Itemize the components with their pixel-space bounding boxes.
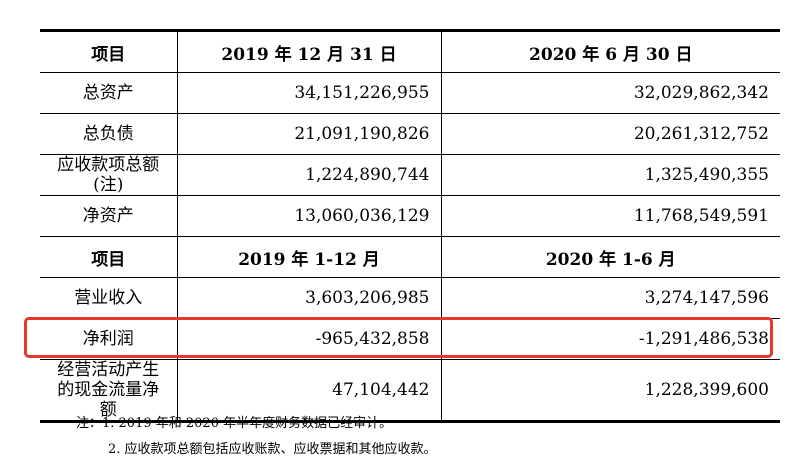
row-label-total-assets: 总资产 xyxy=(40,72,178,114)
value-cell: 11,768,549,591 xyxy=(440,195,780,237)
financial-summary-table: 项目 2019 年 12 月 31 日 2020 年 6 月 30 日 总资产 … xyxy=(40,29,780,423)
table-row: 总资产 34,151,226,955 32,029,862,342 xyxy=(40,72,780,114)
row-label-net-profit: 净利润 xyxy=(40,318,178,360)
row-label-net-assets: 净资产 xyxy=(40,195,178,237)
row-label-receivables: 应收款项总额(注) xyxy=(40,154,178,196)
table-header-row: 项目 2019 年 12 月 31 日 2020 年 6 月 30 日 xyxy=(40,29,780,73)
header-item: 项目 xyxy=(40,29,178,73)
value-cell: 3,603,206,985 xyxy=(176,277,442,319)
table-row: 应收款项总额(注) 1,224,890,744 1,325,490,355 xyxy=(40,154,780,196)
header-2020-half-year: 2020 年 1-6 月 xyxy=(440,236,780,278)
table-row: 净资产 13,060,036,129 11,768,549,591 xyxy=(40,195,780,237)
row-label-operating-cash-flow: 经营活动产生的现金流量净额 xyxy=(40,359,178,423)
value-cell: 32,029,862,342 xyxy=(440,72,780,114)
row-label-revenue: 营业收入 xyxy=(40,277,178,319)
value-cell: 47,104,442 xyxy=(176,359,442,423)
value-cell: 21,091,190,826 xyxy=(176,113,442,155)
value-cell: -965,432,858 xyxy=(176,318,442,360)
header-2020-mid: 2020 年 6 月 30 日 xyxy=(440,29,780,73)
table-subheader-row: 项目 2019 年 1-12 月 2020 年 1-6 月 xyxy=(40,236,780,278)
header-item: 项目 xyxy=(40,236,178,278)
footnote-1: 注：1. 2019 年和 2020 年半年度财务数据已经审计。 xyxy=(76,416,393,431)
table-row: 总负债 21,091,190,826 20,261,312,752 xyxy=(40,113,780,155)
row-label-total-liabilities: 总负债 xyxy=(40,113,178,155)
value-cell: 3,274,147,596 xyxy=(440,277,780,319)
header-2019-end: 2019 年 12 月 31 日 xyxy=(176,29,442,73)
table-row: 净利润 -965,432,858 -1,291,486,538 xyxy=(40,318,780,360)
footnote-2: 2. 应收款项总额包括应收账款、应收票据和其他应收款。 xyxy=(108,442,437,457)
value-cell: 1,325,490,355 xyxy=(440,154,780,196)
header-2019-full-year: 2019 年 1-12 月 xyxy=(176,236,442,278)
table-row: 经营活动产生的现金流量净额 47,104,442 1,228,399,600 xyxy=(40,359,780,423)
value-cell: 13,060,036,129 xyxy=(176,195,442,237)
net-profit-highlight-box xyxy=(24,317,773,358)
value-cell: -1,291,486,538 xyxy=(440,318,780,360)
value-cell: 34,151,226,955 xyxy=(176,72,442,114)
table-row: 营业收入 3,603,206,985 3,274,147,596 xyxy=(40,277,780,319)
value-cell: 1,228,399,600 xyxy=(440,359,780,423)
value-cell: 1,224,890,744 xyxy=(176,154,442,196)
value-cell: 20,261,312,752 xyxy=(440,113,780,155)
